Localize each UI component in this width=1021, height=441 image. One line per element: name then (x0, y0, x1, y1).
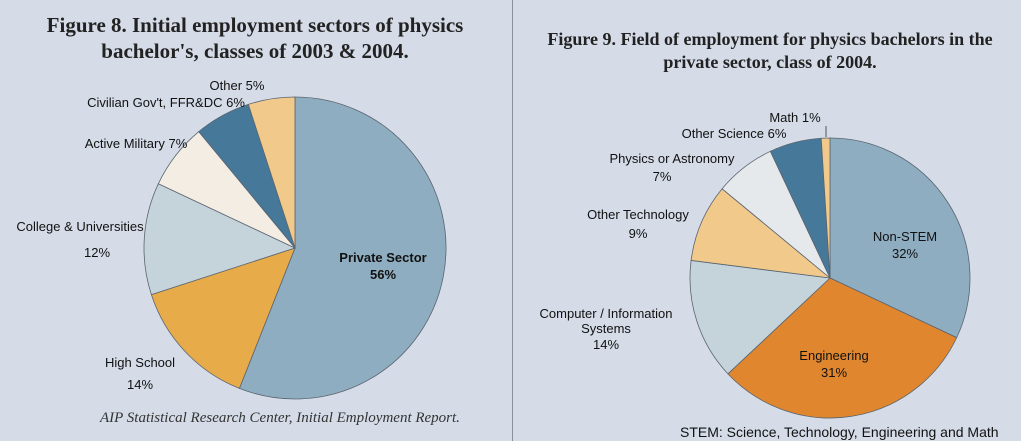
label-physics: Physics or Astronomy (610, 151, 735, 166)
pct-college: 12% (84, 245, 110, 260)
label-math: Math 1% (769, 110, 821, 125)
figure-8-pie (143, 96, 447, 400)
figure-9-title: Figure 9. Field of employment for physic… (547, 29, 993, 72)
pie-slice-non-stem (829, 137, 971, 339)
pct-computer: 14% (593, 337, 619, 352)
label-engineering: Engineering (799, 348, 868, 363)
figure-8-title: Figure 8. Initial employment sectors of … (46, 13, 464, 63)
pie-slice-math (820, 137, 831, 279)
pie-slice-other-technology (690, 188, 832, 279)
label-military: Active Military 7% (85, 136, 188, 151)
label-other: Other 5% (210, 78, 265, 93)
pie-slice-computer-information-systems (689, 260, 831, 375)
label-non-stem: Non-STEM (873, 229, 937, 244)
pct-private-sector: 56% (370, 267, 396, 282)
label-computer-2: Systems (581, 321, 631, 336)
label-other-science: Other Science 6% (682, 126, 787, 141)
label-college: College & Universities (16, 219, 144, 234)
label-other-tech: Other Technology (587, 207, 689, 222)
pie-slice-private-sector (238, 96, 447, 400)
label-private-sector: Private Sector (339, 250, 426, 265)
pct-physics: 7% (653, 169, 672, 184)
label-computer: Computer / Information (540, 306, 673, 321)
figure-9-pie (689, 137, 971, 419)
pct-non-stem: 32% (892, 246, 918, 261)
pct-other-tech: 9% (629, 226, 648, 241)
pie-slice-other (247, 96, 296, 249)
pct-high-school: 14% (127, 377, 153, 392)
figure-8-source: AIP Statistical Research Center, Initial… (100, 410, 460, 426)
panel-divider (512, 0, 513, 441)
pie-slice-engineering (727, 277, 958, 419)
label-civilian: Civilian Gov't, FFR&DC 6% (87, 95, 245, 110)
label-high-school: High School (105, 355, 175, 370)
pct-engineering: 31% (821, 365, 847, 380)
figure-9-note: STEM: Science, Technology, Engineering a… (680, 424, 999, 440)
pie-slice-college-universities (143, 183, 297, 296)
